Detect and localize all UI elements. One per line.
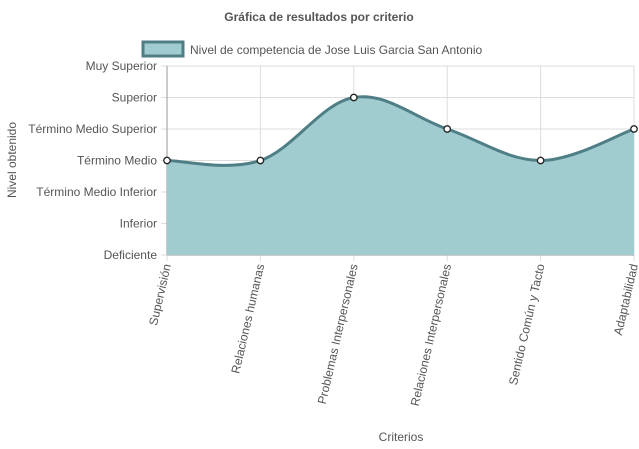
y-axis-ticks: Deficiente Inferior Término Medio Inferior… bbox=[28, 59, 157, 262]
y-tick-label: Superior bbox=[112, 91, 157, 105]
series-area-fill bbox=[167, 96, 634, 256]
chart-title: Gráfica de resultados por criterio bbox=[224, 10, 413, 24]
x-tick-label: Problemas Interpersonales bbox=[315, 263, 361, 406]
x-tick-label: Sentido Común y Tacto bbox=[506, 262, 548, 386]
data-point-1[interactable] bbox=[256, 156, 265, 165]
data-point-2[interactable] bbox=[349, 93, 358, 102]
data-point-5[interactable] bbox=[630, 125, 638, 133]
data-area bbox=[166, 95, 635, 256]
data-points bbox=[163, 93, 638, 165]
x-tick-label: Supervisión bbox=[146, 263, 174, 327]
y-tick-label: Inferior bbox=[120, 217, 157, 231]
data-point-4[interactable] bbox=[536, 156, 545, 165]
y-tick-label: Muy Superior bbox=[86, 59, 157, 73]
y-axis-label: Nivel obtenido bbox=[5, 122, 19, 198]
legend[interactable]: Nivel de competencia de Jose Luis Garcia… bbox=[141, 40, 482, 58]
y-tick-label: Deficiente bbox=[104, 248, 158, 262]
x-tick-label: Relaciones Interpersonales bbox=[408, 263, 454, 408]
data-point-0[interactable] bbox=[163, 156, 171, 165]
legend-label: Nivel de competencia de Jose Luis Garcia… bbox=[190, 43, 482, 57]
legend-swatch bbox=[141, 40, 185, 58]
x-axis-label: Criterios bbox=[379, 430, 424, 444]
data-point-3[interactable] bbox=[443, 125, 452, 133]
y-tick-label: Término Medio Superior bbox=[28, 122, 157, 136]
x-tick-label: Adaptabilidad bbox=[611, 263, 639, 337]
x-axis-ticks: Supervisión Relaciones humanas Problemas I… bbox=[146, 262, 639, 407]
y-tick-label: Término Medio bbox=[77, 154, 157, 168]
x-tick-label: Relaciones humanas bbox=[228, 263, 267, 375]
y-tick-label: Término Medio Inferior bbox=[36, 185, 157, 199]
